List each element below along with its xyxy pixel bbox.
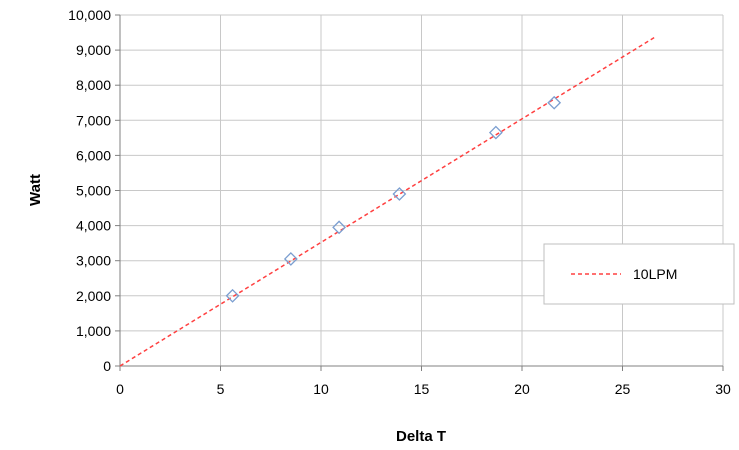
data-point-marker — [283, 252, 298, 266]
x-tick-label: 25 — [615, 381, 631, 397]
legend-box — [543, 243, 735, 305]
x-tick-label: 0 — [116, 381, 124, 397]
y-tick-label: 4,000 — [76, 218, 111, 234]
data-point-marker — [488, 125, 503, 140]
data-point-marker — [547, 95, 562, 110]
y-tick-label: 5,000 — [76, 183, 111, 199]
data-point-marker — [332, 220, 347, 235]
y-tick-label: 9,000 — [76, 42, 111, 58]
data-points — [225, 95, 562, 303]
y-axis-title: Watt — [27, 174, 44, 206]
y-tick-label: 6,000 — [76, 147, 111, 163]
axes — [115, 14, 724, 371]
y-tick-label: 1,000 — [76, 323, 111, 339]
x-axis-title: Delta T — [396, 428, 446, 445]
y-tick-label: 2,000 — [76, 288, 111, 304]
tick-labels: 0 1,000 2,000 3,000 4,000 5,000 6,000 7,000 8,00… — [68, 7, 731, 397]
y-tick-label: 10,000 — [68, 7, 111, 23]
data-point-marker — [225, 288, 240, 303]
y-tick-label: 3,000 — [76, 253, 111, 269]
legend: 10LPM — [543, 243, 735, 305]
data-point-marker — [392, 187, 407, 201]
gridlines — [120, 14, 724, 366]
y-tick-label: 7,000 — [76, 112, 111, 128]
x-tick-label: 15 — [414, 381, 430, 397]
x-tick-label: 30 — [715, 381, 731, 397]
y-tick-label: 8,000 — [76, 77, 111, 93]
y-tick-label: 0 — [103, 358, 111, 374]
x-tick-label: 5 — [217, 381, 225, 397]
x-tick-label: 20 — [514, 381, 530, 397]
legend-label-10lpm: 10LPM — [633, 266, 677, 282]
x-tick-label: 10 — [313, 381, 329, 397]
